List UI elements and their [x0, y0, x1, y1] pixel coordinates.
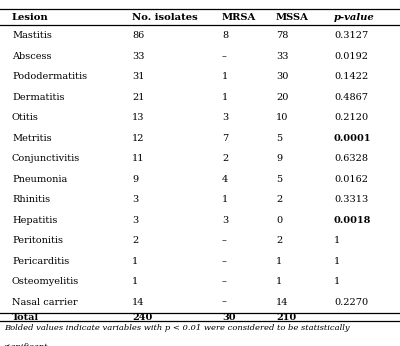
- Text: 1: 1: [276, 277, 282, 286]
- Text: Metritis: Metritis: [12, 134, 52, 143]
- Text: 0.4867: 0.4867: [334, 93, 368, 102]
- Text: Lesion: Lesion: [12, 13, 49, 22]
- Text: 30: 30: [276, 72, 288, 81]
- Text: Total: Total: [12, 312, 39, 322]
- Text: 0.0001: 0.0001: [334, 134, 372, 143]
- Text: 0.6328: 0.6328: [334, 154, 368, 163]
- Text: 9: 9: [276, 154, 282, 163]
- Text: Osteomyelitis: Osteomyelitis: [12, 277, 79, 286]
- Text: 3: 3: [132, 195, 138, 204]
- Text: 0: 0: [276, 216, 282, 225]
- Text: 8: 8: [222, 31, 228, 40]
- Text: 1: 1: [132, 257, 138, 266]
- Text: 33: 33: [132, 52, 144, 61]
- Text: MSSA: MSSA: [276, 13, 309, 22]
- Text: Bolded values indicate variables with p < 0.01 were considered to be statistical: Bolded values indicate variables with p …: [4, 324, 350, 332]
- Text: 78: 78: [276, 31, 288, 40]
- Text: Nasal carrier: Nasal carrier: [12, 298, 78, 307]
- Text: MRSA: MRSA: [222, 13, 256, 22]
- Text: 3: 3: [222, 216, 228, 225]
- Text: 0.0162: 0.0162: [334, 175, 368, 184]
- Text: 0.2120: 0.2120: [334, 113, 368, 122]
- Text: 210: 210: [276, 312, 296, 322]
- Text: 11: 11: [132, 154, 144, 163]
- Text: 2: 2: [276, 236, 282, 245]
- Text: 0.0018: 0.0018: [334, 216, 371, 225]
- Text: Dermatitis: Dermatitis: [12, 93, 64, 102]
- Text: Otitis: Otitis: [12, 113, 39, 122]
- Text: Hepatitis: Hepatitis: [12, 216, 57, 225]
- Text: 13: 13: [132, 113, 144, 122]
- Text: 3: 3: [132, 216, 138, 225]
- Text: 2: 2: [222, 154, 228, 163]
- Text: 5: 5: [276, 134, 282, 143]
- Text: 1: 1: [334, 257, 340, 266]
- Text: 33: 33: [276, 52, 288, 61]
- Text: 1: 1: [222, 72, 228, 81]
- Text: 0.1422: 0.1422: [334, 72, 368, 81]
- Text: Pneumonia: Pneumonia: [12, 175, 67, 184]
- Text: 2: 2: [132, 236, 138, 245]
- Text: 1: 1: [334, 277, 340, 286]
- Text: –: –: [222, 277, 227, 286]
- Text: –: –: [222, 298, 227, 307]
- Text: 1: 1: [222, 195, 228, 204]
- Text: Pododermatitis: Pododermatitis: [12, 72, 87, 81]
- Text: 0.3313: 0.3313: [334, 195, 368, 204]
- Text: 1: 1: [222, 93, 228, 102]
- Text: 1: 1: [276, 257, 282, 266]
- Text: 0.0192: 0.0192: [334, 52, 368, 61]
- Text: Rhinitis: Rhinitis: [12, 195, 50, 204]
- Text: –: –: [222, 52, 227, 61]
- Text: 9: 9: [132, 175, 138, 184]
- Text: 7: 7: [222, 134, 228, 143]
- Text: 20: 20: [276, 93, 288, 102]
- Text: 30: 30: [222, 312, 236, 322]
- Text: 0.3127: 0.3127: [334, 31, 368, 40]
- Text: 14: 14: [276, 298, 288, 307]
- Text: No. isolates: No. isolates: [132, 13, 198, 22]
- Text: 86: 86: [132, 31, 144, 40]
- Text: 3: 3: [222, 113, 228, 122]
- Text: Conjunctivitis: Conjunctivitis: [12, 154, 80, 163]
- Text: 2: 2: [276, 195, 282, 204]
- Text: Peritonitis: Peritonitis: [12, 236, 63, 245]
- Text: significant.: significant.: [4, 343, 51, 346]
- Text: 240: 240: [132, 312, 152, 322]
- Text: –: –: [222, 257, 227, 266]
- Text: 21: 21: [132, 93, 144, 102]
- Text: 12: 12: [132, 134, 144, 143]
- Text: Pericarditis: Pericarditis: [12, 257, 69, 266]
- Text: Mastitis: Mastitis: [12, 31, 52, 40]
- Text: 1: 1: [334, 236, 340, 245]
- Text: 4: 4: [222, 175, 228, 184]
- Text: 10: 10: [276, 113, 288, 122]
- Text: 14: 14: [132, 298, 144, 307]
- Text: –: –: [222, 236, 227, 245]
- Text: 31: 31: [132, 72, 144, 81]
- Text: 0.2270: 0.2270: [334, 298, 368, 307]
- Text: p-value: p-value: [334, 13, 375, 22]
- Text: 1: 1: [132, 277, 138, 286]
- Text: 5: 5: [276, 175, 282, 184]
- Text: Abscess: Abscess: [12, 52, 52, 61]
